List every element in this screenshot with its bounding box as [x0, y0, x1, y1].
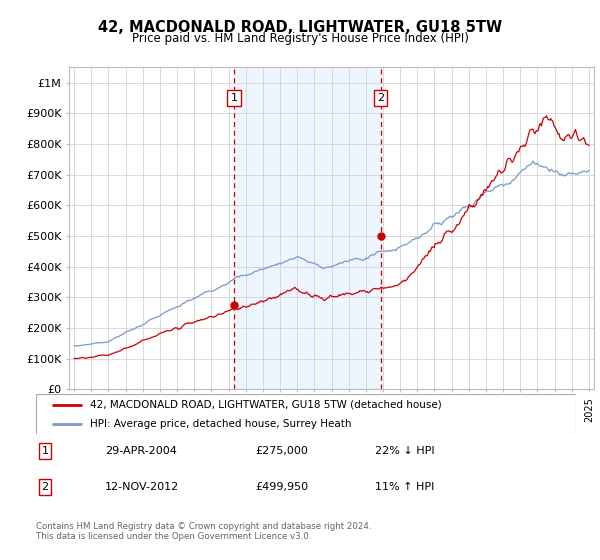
Text: 42, MACDONALD ROAD, LIGHTWATER, GU18 5TW: 42, MACDONALD ROAD, LIGHTWATER, GU18 5TW	[98, 20, 502, 35]
Text: HPI: Average price, detached house, Surrey Heath: HPI: Average price, detached house, Surr…	[90, 419, 352, 429]
Text: 29-APR-2004: 29-APR-2004	[105, 446, 177, 456]
Text: 11% ↑ HPI: 11% ↑ HPI	[375, 482, 434, 492]
Text: 1: 1	[230, 93, 238, 103]
Text: Contains HM Land Registry data © Crown copyright and database right 2024.
This d: Contains HM Land Registry data © Crown c…	[36, 522, 371, 542]
Text: 2: 2	[377, 93, 385, 103]
Text: 22% ↓ HPI: 22% ↓ HPI	[375, 446, 434, 456]
Text: 2: 2	[41, 482, 49, 492]
Text: Price paid vs. HM Land Registry's House Price Index (HPI): Price paid vs. HM Land Registry's House …	[131, 32, 469, 45]
Bar	[234, 67, 381, 389]
Text: 12-NOV-2012: 12-NOV-2012	[105, 482, 179, 492]
Text: 42, MACDONALD ROAD, LIGHTWATER, GU18 5TW (detached house): 42, MACDONALD ROAD, LIGHTWATER, GU18 5TW…	[90, 400, 442, 410]
Text: £275,000: £275,000	[255, 446, 308, 456]
Text: 1: 1	[41, 446, 49, 456]
Text: £499,950: £499,950	[255, 482, 308, 492]
